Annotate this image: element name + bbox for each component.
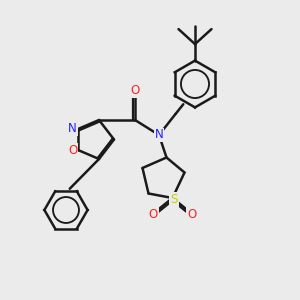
Text: N: N <box>154 128 164 142</box>
Text: O: O <box>149 208 158 221</box>
Text: N: N <box>68 122 77 136</box>
Text: O: O <box>68 143 77 157</box>
Text: S: S <box>170 193 178 206</box>
Text: O: O <box>187 208 196 221</box>
Text: O: O <box>130 84 140 98</box>
